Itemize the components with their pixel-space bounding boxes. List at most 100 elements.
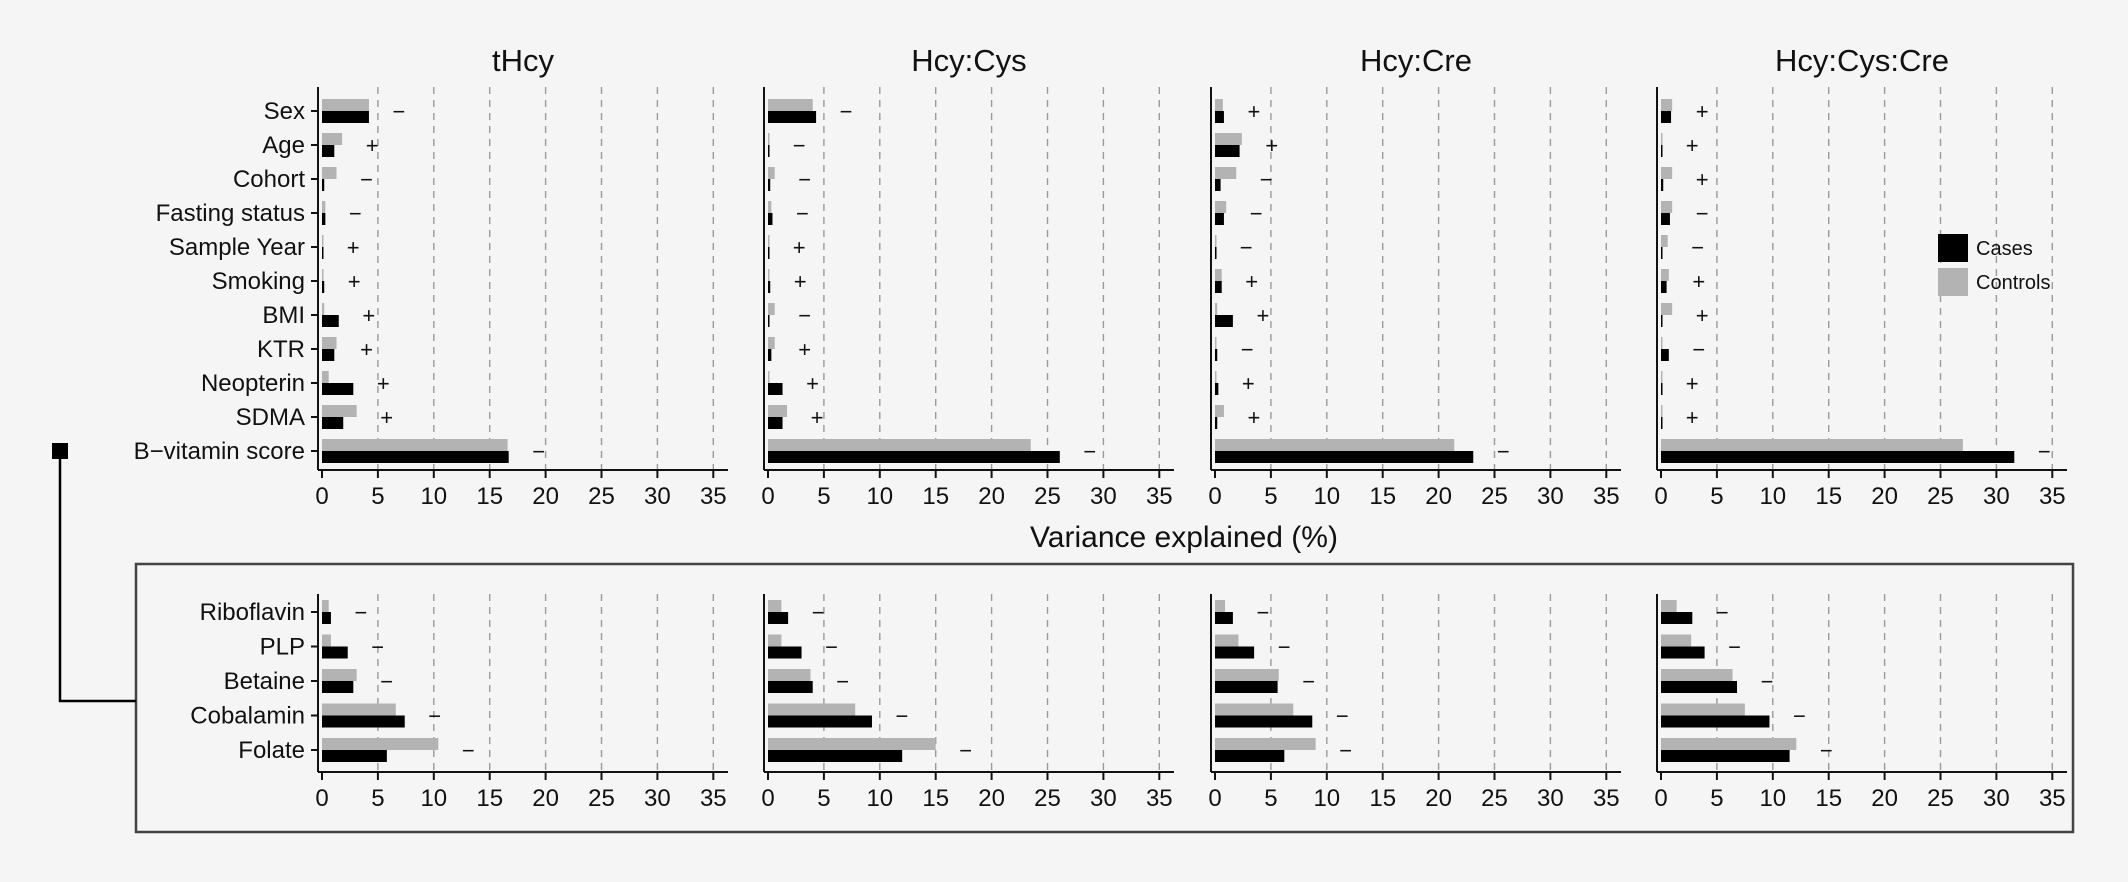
- sign-ktr: −: [1241, 337, 1254, 362]
- bar-cases-neopterin: [322, 383, 354, 395]
- bar-controls-ktr: [768, 337, 775, 349]
- bar-cases-smoking: [1661, 281, 1667, 293]
- sign-bmi: +: [1256, 303, 1269, 328]
- bar-cases-b-vitamin-score: [1661, 451, 2015, 463]
- x-tick-label-0: 0: [315, 483, 328, 510]
- bar-controls-bmi: [322, 303, 325, 315]
- bar-cases-cohort: [768, 179, 771, 191]
- bar-cases-cobalamin: [322, 715, 405, 728]
- bar-controls-sample-year: [1215, 235, 1217, 247]
- bar-controls-age: [1661, 133, 1663, 145]
- bar-controls-cobalamin: [1215, 703, 1294, 716]
- sign-plp: −: [371, 635, 384, 660]
- bar-controls-sex: [768, 99, 813, 111]
- bar-cases-bmi: [322, 315, 339, 327]
- x-tick-label-25: 25: [588, 483, 615, 510]
- sign-bmi: +: [1696, 303, 1709, 328]
- legend-swatch-cases: [1938, 234, 1968, 262]
- bar-controls-sex: [1215, 99, 1223, 111]
- sign-sdma: +: [380, 405, 393, 430]
- x-tick-label-15: 15: [1815, 483, 1842, 510]
- x-tick-label-0: 0: [1654, 785, 1667, 812]
- bar-cases-sdma: [322, 417, 344, 429]
- bar-cases-age: [1661, 145, 1663, 157]
- y-label-cobalamin: Cobalamin: [190, 703, 305, 730]
- sign-plp: −: [825, 635, 838, 660]
- legend-label-cases: Cases: [1976, 238, 2033, 260]
- sign-sdma: +: [1686, 405, 1699, 430]
- bar-cases-plp: [1215, 646, 1255, 659]
- bar-controls-riboflavin: [768, 600, 782, 612]
- panel-top-thcy: −+−−++++++−0 5 10 15 20 25 30 35SexAgeCohortFas…: [134, 43, 728, 510]
- sign-ktr: +: [798, 337, 811, 362]
- bar-controls-sdma: [1215, 405, 1224, 417]
- sign-folate: −: [462, 738, 475, 763]
- x-tick-label-15: 15: [1815, 785, 1842, 812]
- sign-sex: +: [1696, 99, 1709, 124]
- bar-controls-smoking: [1215, 269, 1222, 281]
- bar-controls-b-vitamin-score: [1215, 439, 1455, 451]
- bar-controls-cobalamin: [768, 703, 856, 716]
- bar-cases-age: [768, 145, 770, 157]
- sign-cohort: −: [1260, 167, 1273, 192]
- sign-smoking: +: [348, 269, 361, 294]
- panel-top-hcy-cys: − − − − + + − + + + − 0 5 10 15 20 25 30 35 Hcy:Cys: [761, 43, 1174, 510]
- bar-cases-bmi: [1661, 315, 1663, 327]
- bar-cases-fasting-status: [768, 213, 773, 225]
- bar-controls-smoking: [1661, 269, 1669, 281]
- bar-cases-riboflavin: [768, 612, 789, 624]
- x-tick-label-10: 10: [866, 483, 893, 510]
- bar-controls-betaine: [1661, 669, 1733, 681]
- bar-cases-sex: [1215, 111, 1224, 123]
- bar-controls-plp: [1215, 634, 1239, 647]
- bar-controls-age: [768, 133, 770, 145]
- bar-cases-ktr: [322, 349, 335, 361]
- y-label-riboflavin: Riboflavin: [200, 599, 305, 626]
- bar-controls-b-vitamin-score: [768, 439, 1031, 451]
- x-tick-label-25: 25: [588, 785, 615, 812]
- bar-controls-sex: [1661, 99, 1673, 111]
- sign-riboflavin: −: [1256, 600, 1269, 625]
- y-label-smoking: Smoking: [212, 268, 305, 295]
- bar-cases-folate: [322, 750, 387, 762]
- sign-sex: −: [840, 99, 853, 124]
- x-tick-label-25: 25: [1481, 483, 1508, 510]
- bar-controls-sex: [322, 99, 369, 111]
- sign-sdma: +: [1248, 405, 1261, 430]
- bar-controls-cobalamin: [322, 703, 396, 716]
- x-tick-label-5: 5: [371, 483, 384, 510]
- x-tick-label-35: 35: [1146, 785, 1173, 812]
- bar-cases-smoking: [1215, 281, 1222, 293]
- sign-cohort: −: [360, 167, 373, 192]
- x-tick-label-30: 30: [1537, 785, 1564, 812]
- sign-bmi: −: [798, 303, 811, 328]
- sign-b-vitamin-score: −: [532, 439, 545, 464]
- bar-cases-ktr: [1215, 349, 1218, 361]
- bar-cases-sex: [1661, 111, 1672, 123]
- bar-cases-sex: [322, 111, 369, 123]
- bar-cases-sample-year: [1661, 247, 1663, 259]
- bar-controls-sdma: [1661, 405, 1663, 417]
- bar-cases-sdma: [1215, 417, 1218, 429]
- bar-cases-neopterin: [1215, 383, 1219, 395]
- bar-cases-age: [322, 145, 335, 157]
- x-tick-label-30: 30: [1090, 483, 1117, 510]
- x-tick-label-35: 35: [2039, 483, 2066, 510]
- x-tick-label-10: 10: [420, 785, 447, 812]
- y-label-ktr: KTR: [257, 336, 305, 363]
- y-label-folate: Folate: [238, 737, 305, 764]
- sign-neopterin: +: [1686, 371, 1699, 396]
- x-tick-label-10: 10: [420, 483, 447, 510]
- x-tick-label-30: 30: [1090, 785, 1117, 812]
- sign-cohort: +: [1696, 167, 1709, 192]
- sign-cobalamin: −: [896, 704, 909, 729]
- bar-controls-cobalamin: [1661, 703, 1745, 716]
- bar-controls-plp: [322, 634, 331, 647]
- bar-controls-plp: [1661, 634, 1692, 647]
- bar-controls-smoking: [768, 269, 770, 281]
- bar-cases-folate: [1215, 750, 1285, 762]
- bar-cases-neopterin: [768, 383, 783, 395]
- sign-fasting-status: −: [1250, 201, 1263, 226]
- x-tick-label-30: 30: [644, 483, 671, 510]
